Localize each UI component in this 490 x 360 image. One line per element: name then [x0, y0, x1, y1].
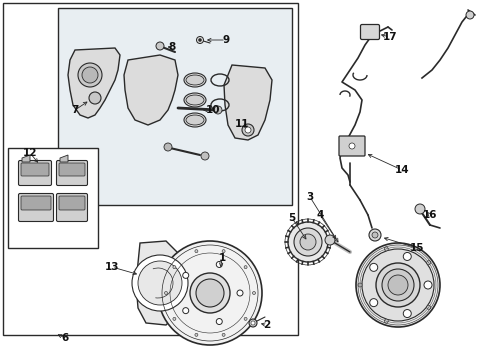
Circle shape: [372, 232, 378, 238]
Text: 12: 12: [23, 148, 37, 158]
Circle shape: [252, 292, 255, 294]
Ellipse shape: [184, 73, 206, 87]
FancyBboxPatch shape: [19, 161, 51, 185]
Circle shape: [165, 292, 168, 294]
Circle shape: [190, 273, 230, 313]
Text: 13: 13: [105, 262, 119, 272]
Ellipse shape: [184, 93, 206, 107]
Circle shape: [294, 228, 322, 256]
Text: 8: 8: [169, 42, 175, 52]
Text: 9: 9: [222, 35, 229, 45]
Circle shape: [82, 67, 98, 83]
Circle shape: [325, 235, 335, 245]
Circle shape: [415, 204, 425, 214]
Circle shape: [388, 275, 408, 295]
Circle shape: [384, 247, 388, 251]
Text: 3: 3: [306, 192, 314, 202]
Circle shape: [424, 281, 432, 289]
Circle shape: [370, 299, 378, 307]
FancyBboxPatch shape: [361, 24, 379, 40]
Circle shape: [195, 333, 198, 336]
Text: 17: 17: [383, 32, 397, 42]
Circle shape: [183, 273, 189, 278]
FancyBboxPatch shape: [56, 194, 88, 221]
Ellipse shape: [186, 95, 204, 105]
Circle shape: [370, 264, 378, 271]
Circle shape: [245, 127, 251, 133]
FancyBboxPatch shape: [59, 163, 85, 176]
Circle shape: [300, 234, 316, 250]
Circle shape: [201, 152, 209, 160]
Bar: [58, 8, 292, 205]
Circle shape: [164, 143, 172, 151]
Circle shape: [427, 261, 431, 265]
Circle shape: [244, 266, 247, 269]
Text: 16: 16: [423, 210, 437, 220]
Text: 7: 7: [72, 105, 79, 115]
Bar: [8, 148, 98, 248]
Circle shape: [216, 319, 222, 324]
Circle shape: [376, 263, 420, 307]
Circle shape: [369, 229, 381, 241]
Polygon shape: [136, 241, 180, 325]
Text: 5: 5: [289, 213, 295, 223]
Text: 1: 1: [219, 253, 225, 263]
Circle shape: [198, 39, 201, 41]
Ellipse shape: [186, 115, 204, 125]
Text: 11: 11: [235, 119, 249, 129]
Circle shape: [183, 308, 189, 314]
Circle shape: [251, 321, 255, 325]
Circle shape: [138, 261, 182, 305]
FancyBboxPatch shape: [21, 196, 51, 210]
FancyBboxPatch shape: [19, 194, 53, 221]
Text: 14: 14: [394, 165, 409, 175]
Circle shape: [244, 318, 247, 320]
Polygon shape: [22, 155, 30, 162]
Text: 10: 10: [206, 105, 220, 115]
Text: 6: 6: [61, 333, 69, 343]
Circle shape: [214, 106, 222, 114]
Circle shape: [349, 143, 355, 149]
Circle shape: [196, 36, 203, 44]
Circle shape: [356, 243, 440, 327]
Circle shape: [216, 261, 222, 267]
Text: 15: 15: [410, 243, 424, 253]
Circle shape: [222, 249, 225, 253]
FancyBboxPatch shape: [59, 196, 85, 210]
Text: 2: 2: [264, 320, 270, 330]
Circle shape: [237, 290, 243, 296]
Circle shape: [242, 124, 254, 136]
FancyBboxPatch shape: [21, 163, 49, 176]
Ellipse shape: [184, 113, 206, 127]
Polygon shape: [224, 65, 272, 140]
Circle shape: [384, 319, 388, 323]
Text: 4: 4: [317, 210, 324, 220]
Circle shape: [222, 333, 225, 336]
Ellipse shape: [186, 75, 204, 85]
Circle shape: [249, 319, 257, 327]
Circle shape: [173, 318, 176, 320]
Circle shape: [158, 241, 262, 345]
Circle shape: [466, 11, 474, 19]
Circle shape: [173, 266, 176, 269]
Polygon shape: [60, 155, 68, 162]
Circle shape: [358, 283, 362, 287]
Bar: [3, 3, 298, 335]
Circle shape: [288, 222, 328, 262]
Polygon shape: [68, 48, 120, 118]
Circle shape: [196, 279, 224, 307]
Circle shape: [427, 305, 431, 309]
FancyBboxPatch shape: [339, 136, 365, 156]
Circle shape: [362, 249, 434, 321]
Circle shape: [132, 255, 188, 311]
Polygon shape: [124, 55, 178, 125]
Circle shape: [156, 42, 164, 50]
Circle shape: [195, 249, 198, 253]
Circle shape: [382, 269, 414, 301]
Circle shape: [78, 63, 102, 87]
Circle shape: [403, 252, 411, 261]
FancyBboxPatch shape: [56, 161, 88, 185]
Circle shape: [89, 92, 101, 104]
Circle shape: [403, 310, 411, 318]
